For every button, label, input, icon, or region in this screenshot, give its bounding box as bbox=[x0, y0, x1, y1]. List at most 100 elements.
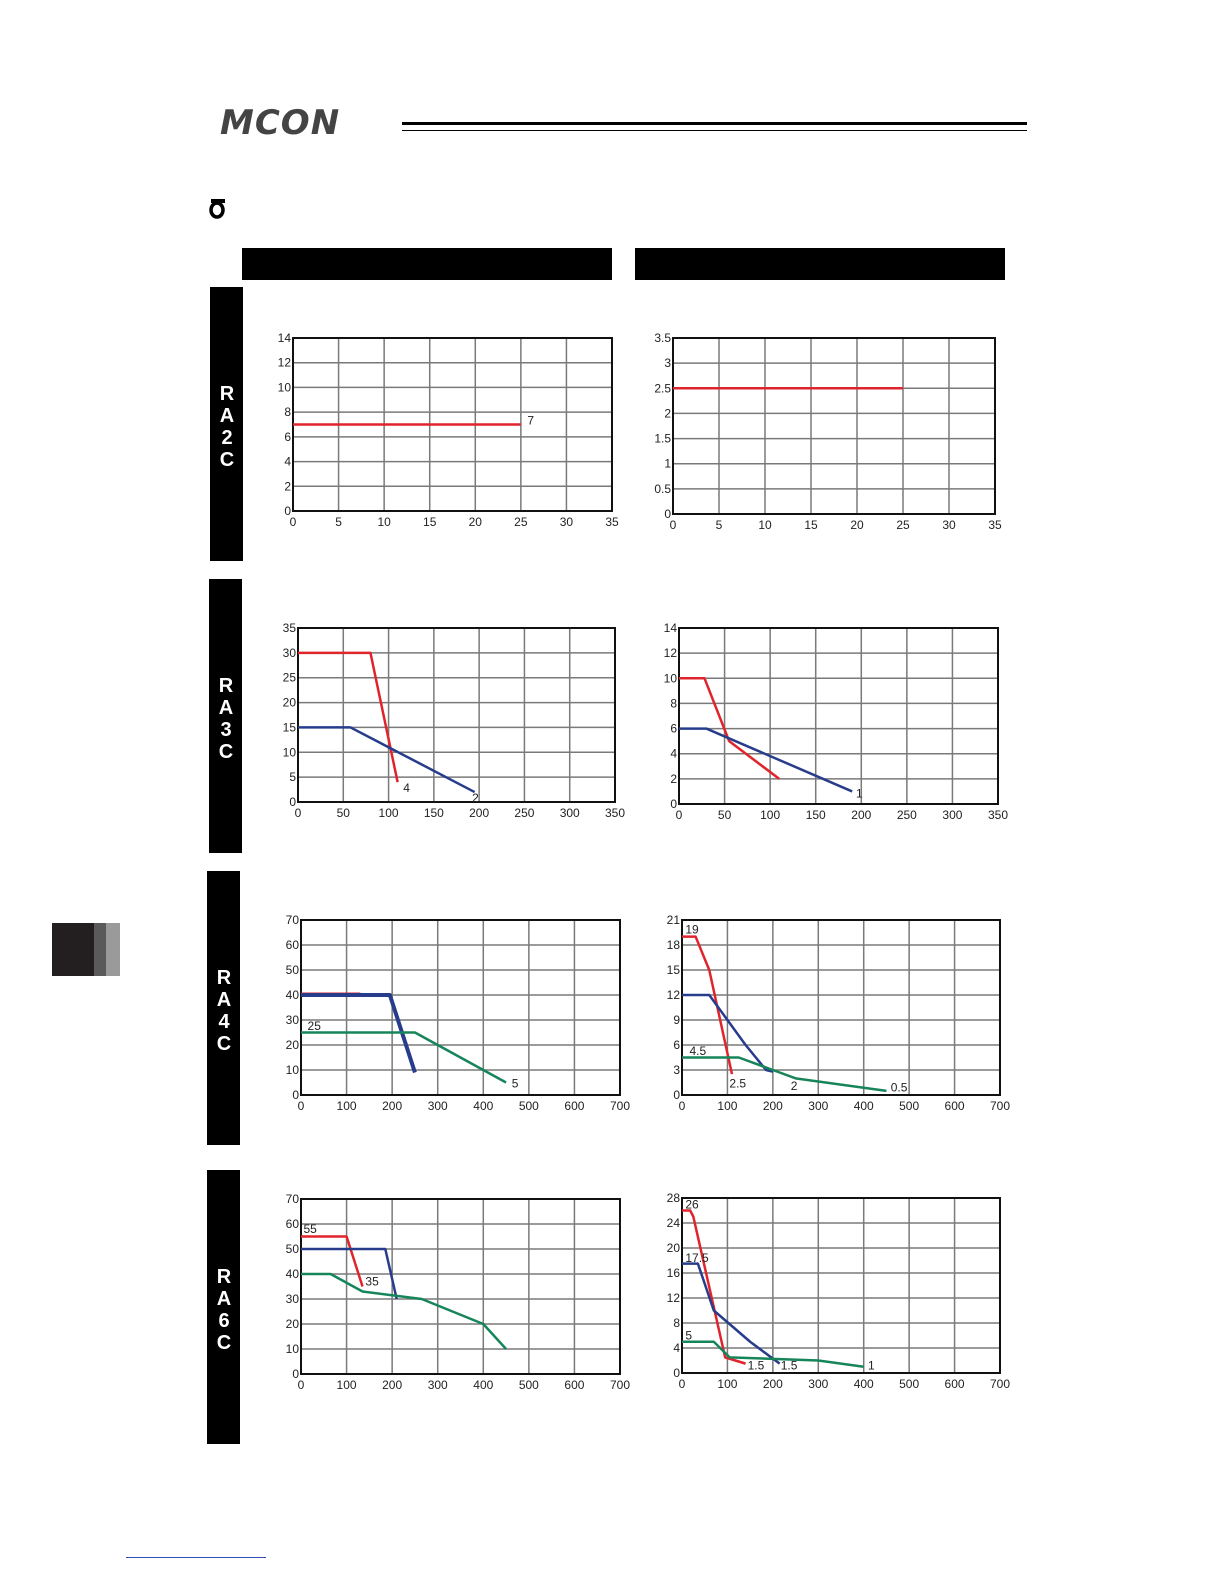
x-tick-label: 100 bbox=[337, 1099, 357, 1113]
series-line-red bbox=[298, 651, 399, 783]
x-tick-label: 100 bbox=[717, 1099, 737, 1113]
x-tick-label: 100 bbox=[337, 1378, 357, 1392]
y-tick-label: 4 bbox=[284, 455, 291, 469]
data-label: 1 bbox=[856, 787, 863, 801]
y-tick-label: 8 bbox=[673, 1316, 680, 1330]
y-tick-label: 15 bbox=[667, 963, 681, 977]
y-tick-label: 16 bbox=[667, 1266, 681, 1280]
x-tick-label: 100 bbox=[760, 808, 780, 822]
y-tick-label: 0.5 bbox=[654, 482, 671, 496]
chart-ra2c-left: 0 5 10 15 20 25 30 35 0 2 4 6 8 10 12 14 7 bbox=[278, 331, 619, 529]
x-tick-label: 200 bbox=[763, 1377, 783, 1391]
x-tick-label: 35 bbox=[988, 518, 1002, 532]
y-tick-label: 14 bbox=[664, 621, 678, 635]
chart-svg: 0 100 200 300 400 500 600 700 0 10 20 30 40 50 60 70 25 5 bbox=[286, 913, 631, 1113]
chart-ra6c-left: 0 100 200 300 400 500 600 700 0 10 20 30 40 50 60 70 55 3… bbox=[286, 1192, 631, 1392]
x-tick-label: 500 bbox=[899, 1099, 919, 1113]
section-bullet-icon bbox=[209, 199, 225, 219]
x-tick-label: 700 bbox=[990, 1377, 1010, 1391]
x-tick-label: 300 bbox=[808, 1377, 828, 1391]
data-label: 2 bbox=[791, 1079, 798, 1093]
x-tick-label: 20 bbox=[469, 515, 483, 529]
row-label-ra3c: RA3C bbox=[209, 579, 242, 853]
y-tick-label: 8 bbox=[284, 405, 291, 419]
x-tick-label: 300 bbox=[942, 808, 962, 822]
y-tick-label: 10 bbox=[283, 745, 297, 759]
series-line-blue bbox=[679, 727, 853, 793]
data-label: 4 bbox=[403, 781, 410, 795]
x-tick-label: 200 bbox=[382, 1099, 402, 1113]
y-tick-label: 12 bbox=[667, 988, 681, 1002]
chart-svg: 0 50 100 150 200 250 300 350 0 2 4 6 8 10 12 14 1 bbox=[664, 621, 1009, 822]
y-tick-label: 10 bbox=[278, 380, 292, 394]
y-tick-label: 3.5 bbox=[654, 331, 671, 345]
x-tick-label: 350 bbox=[605, 806, 625, 820]
y-tick-label: 40 bbox=[286, 1267, 300, 1281]
chart-ra3c-right: 0 50 100 150 200 250 300 350 0 2 4 6 8 10 12 14 1 bbox=[664, 621, 1009, 822]
x-tick-label: 300 bbox=[560, 806, 580, 820]
series-line-red bbox=[679, 677, 781, 780]
data-label: 2.5 bbox=[729, 1077, 746, 1091]
series-line-green bbox=[682, 1056, 887, 1093]
x-tick-label: 300 bbox=[808, 1099, 828, 1113]
y-tick-label: 3 bbox=[664, 356, 671, 370]
x-tick-label: 200 bbox=[382, 1378, 402, 1392]
y-tick-label: 35 bbox=[283, 621, 297, 635]
x-tick-label: 0 bbox=[298, 1099, 305, 1113]
y-tick-label: 2 bbox=[284, 479, 291, 493]
plot-frame bbox=[681, 919, 1001, 1096]
y-tick-label: 60 bbox=[286, 938, 300, 952]
chart-ra6c-right: 0 100 200 300 400 500 600 700 0 4 8 12 16 20 24 28 26 17.… bbox=[667, 1191, 1011, 1391]
y-tick-label: 20 bbox=[286, 1038, 300, 1052]
data-label: 19 bbox=[685, 922, 699, 936]
series-line-blue bbox=[301, 993, 417, 1074]
data-label: 17.5 bbox=[685, 1251, 709, 1265]
y-tick-label: 0 bbox=[664, 507, 671, 521]
plot-frame bbox=[297, 627, 616, 803]
plot-frame bbox=[672, 337, 996, 515]
series-line-blue bbox=[298, 726, 476, 794]
y-tick-label: 20 bbox=[667, 1241, 681, 1255]
x-tick-label: 50 bbox=[718, 808, 732, 822]
x-tick-label: 400 bbox=[854, 1377, 874, 1391]
y-tick-label: 50 bbox=[286, 963, 300, 977]
y-tick-label: 9 bbox=[673, 1013, 680, 1027]
y-tick-label: 0 bbox=[292, 1088, 299, 1102]
y-tick-label: 6 bbox=[673, 1038, 680, 1052]
plot-frame bbox=[681, 1197, 1001, 1374]
x-tick-label: 35 bbox=[605, 515, 619, 529]
column-header-left bbox=[242, 248, 612, 280]
x-tick-label: 30 bbox=[942, 518, 956, 532]
series-line-green bbox=[301, 1031, 507, 1084]
x-tick-label: 700 bbox=[610, 1378, 630, 1392]
y-tick-label: 10 bbox=[286, 1063, 300, 1077]
header-rule-thin bbox=[402, 130, 1027, 131]
x-tick-label: 0 bbox=[679, 1377, 686, 1391]
x-tick-label: 100 bbox=[379, 806, 399, 820]
data-label: 5 bbox=[685, 1328, 692, 1342]
x-tick-label: 500 bbox=[519, 1378, 539, 1392]
chart-ra2c-right: 0 5 10 15 20 25 30 35 0 0.5 1 1.5 2 2.5 3 3.5 bbox=[654, 331, 1002, 532]
row-label-text: RA2C bbox=[216, 383, 238, 471]
plot-frame bbox=[678, 627, 999, 805]
x-tick-label: 600 bbox=[945, 1377, 965, 1391]
x-tick-label: 300 bbox=[428, 1378, 448, 1392]
series-line-red bbox=[682, 1209, 746, 1365]
y-tick-label: 12 bbox=[278, 356, 292, 370]
y-tick-label: 50 bbox=[286, 1242, 300, 1256]
y-tick-label: 8 bbox=[670, 696, 677, 710]
y-tick-label: 70 bbox=[286, 1192, 300, 1206]
y-tick-label: 10 bbox=[286, 1342, 300, 1356]
footer-link-line bbox=[126, 1557, 266, 1558]
y-tick-label: 1 bbox=[664, 457, 671, 471]
x-tick-label: 0 bbox=[290, 515, 297, 529]
y-tick-label: 14 bbox=[278, 331, 292, 345]
x-tick-label: 50 bbox=[337, 806, 351, 820]
data-label: 1.5 bbox=[781, 1358, 798, 1372]
x-tick-label: 250 bbox=[514, 806, 534, 820]
y-tick-label: 21 bbox=[667, 913, 681, 927]
x-tick-label: 400 bbox=[473, 1099, 493, 1113]
x-tick-label: 400 bbox=[854, 1099, 874, 1113]
x-tick-label: 30 bbox=[560, 515, 574, 529]
x-tick-label: 0 bbox=[679, 1099, 686, 1113]
